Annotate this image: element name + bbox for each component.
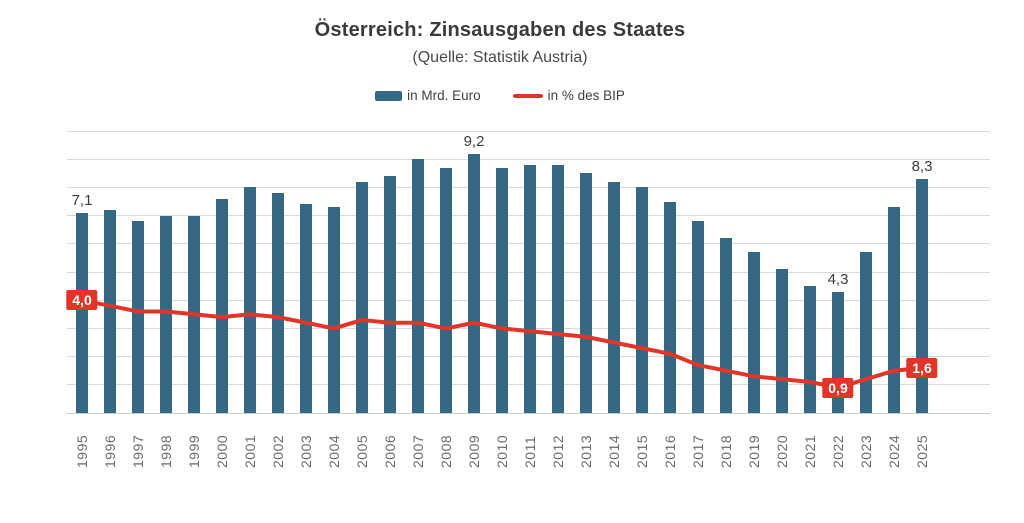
x-tick-label: 2004 (326, 434, 342, 468)
line-series-swatch-icon (512, 93, 543, 98)
bar-2010 (496, 167, 508, 413)
bar-2005 (356, 181, 368, 413)
x-tick-label: 2014 (606, 434, 622, 468)
x-tick-label: 2011 (522, 435, 538, 468)
legend: in Mrd. Euro in % des BIP (0, 88, 1000, 103)
x-tick-label: 2001 (242, 434, 258, 468)
x-tick-label: 1998 (158, 434, 174, 468)
line-series (80, 298, 924, 390)
bar-value-label-2022: 4,3 (827, 270, 849, 288)
bar-1996 (104, 209, 116, 413)
x-tick-label: 2000 (214, 434, 230, 468)
x-tick-label: 2020 (774, 434, 790, 468)
line-value-label-2025: 1,6 (906, 357, 938, 378)
x-tick-label: 1996 (102, 434, 118, 468)
chart-subtitle: (Quelle: Statistik Austria) (412, 49, 588, 66)
chart-plot-area: 7,1 9,2 4,3 8,3 4,0 0,9 1,6 1995 1996 1997 1998 199… (66, 130, 990, 468)
bar-1997 (132, 221, 144, 413)
chart-title: Österreich: Zinsausgaben des Staates (314, 19, 686, 41)
x-tick-label: 1997 (130, 434, 146, 468)
bar-2000 (216, 198, 228, 413)
x-tick-label: 2019 (746, 434, 762, 468)
bar-2001 (244, 187, 256, 413)
bar-2014 (608, 181, 620, 413)
x-tick-label: 2021 (802, 434, 818, 468)
line-value-label-1995: 4,0 (66, 290, 98, 311)
bar-value-label-2025: 8,3 (911, 157, 933, 175)
x-tick-label: 2016 (662, 434, 678, 468)
x-tick-label: 2012 (550, 434, 566, 468)
x-tick-label: 1999 (186, 434, 202, 468)
bar-2019 (748, 252, 760, 413)
x-tick-label: 2009 (466, 434, 482, 468)
legend-item-line: in % des BIP (512, 88, 625, 103)
y-gridline (67, 130, 990, 132)
bar-2004 (328, 207, 340, 413)
x-tick-label: 2008 (438, 434, 454, 468)
bar-1995 (76, 212, 88, 413)
line-value-label-2022: 0,9 (822, 377, 854, 398)
bar-2002 (272, 193, 284, 413)
x-tick-label: 2018 (718, 434, 734, 468)
legend-item-bars: in Mrd. Euro (375, 88, 481, 103)
x-tick-label: 2002 (270, 434, 286, 468)
x-tick-label: 2006 (382, 434, 398, 468)
x-tick-label: 2017 (690, 434, 706, 468)
bar-2006 (384, 176, 396, 413)
bar-value-label-1995: 7,1 (71, 191, 93, 209)
x-tick-label: 2005 (354, 434, 370, 468)
y-gridline (67, 412, 990, 414)
x-tick-label: 2003 (298, 434, 314, 468)
legend-label-bars: in Mrd. Euro (407, 88, 481, 103)
bar-2003 (300, 204, 312, 413)
x-tick-label: 2015 (634, 434, 650, 468)
line-series-path (80, 298, 924, 390)
bar-1998 (160, 215, 172, 413)
x-tick-label: 2023 (858, 434, 874, 468)
x-tick-label: 2007 (410, 434, 426, 468)
bar-2009 (468, 153, 480, 413)
bar-2015 (636, 187, 648, 413)
legend-label-line: in % des BIP (547, 88, 625, 103)
x-tick-label: 2013 (578, 434, 594, 468)
x-tick-label: 1995 (74, 434, 90, 468)
bar-2011 (524, 164, 536, 413)
y-gridline (67, 158, 990, 160)
bar-2025 (916, 178, 928, 413)
bar-value-label-2009: 9,2 (463, 132, 485, 150)
bar-2007 (412, 159, 424, 413)
bar-2023 (860, 252, 872, 413)
x-tick-label: 2010 (494, 434, 510, 468)
x-tick-label: 2024 (886, 434, 902, 468)
bar-2013 (580, 173, 592, 413)
x-tick-label: 2025 (914, 434, 930, 468)
x-tick-label: 2022 (830, 434, 846, 468)
bar-series-swatch-icon (375, 90, 403, 101)
bar-2012 (552, 164, 564, 413)
bar-2008 (440, 167, 452, 413)
bar-2016 (664, 201, 676, 413)
bar-2024 (888, 207, 900, 413)
